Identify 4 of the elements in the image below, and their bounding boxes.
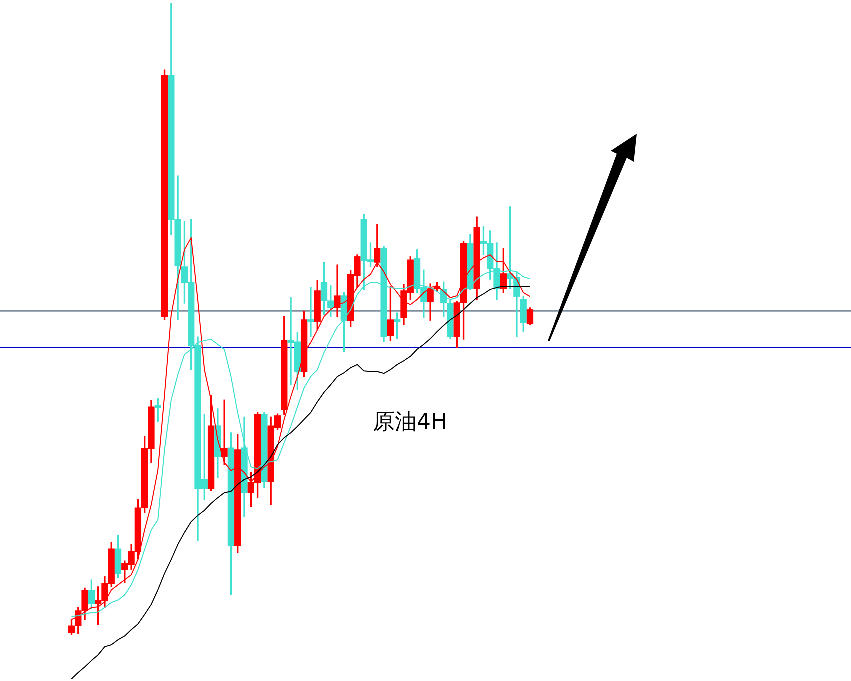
candlestick	[334, 264, 341, 318]
candlestick	[221, 400, 228, 466]
candlestick	[308, 287, 314, 338]
annotation: 原油4H	[373, 409, 448, 437]
